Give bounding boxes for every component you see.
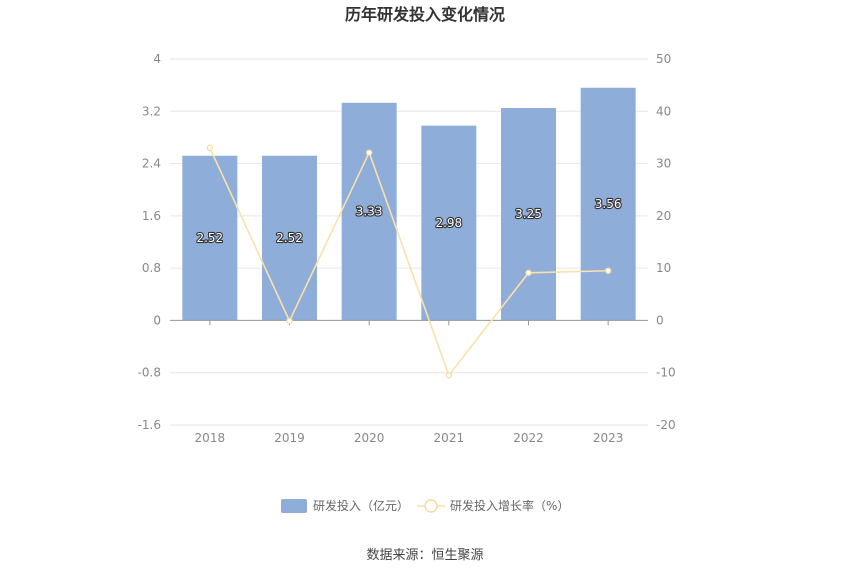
x-tick-label: 2020 [354,431,385,445]
bar[interactable] [580,87,636,321]
chart-title: 历年研发投入变化情况 [345,5,505,24]
y-right-tick-label: 0 [656,313,664,327]
line-point[interactable] [365,149,373,156]
y-left-tick-label: 0 [153,313,161,327]
y-left-tick-label: -1.6 [138,418,161,432]
y-right-tick-label: -20 [656,418,676,432]
line-point[interactable] [525,269,532,277]
y-right-tick-label: 40 [656,104,671,118]
bar[interactable] [182,155,238,321]
legend-line-label: 研发投入增长率（%） [450,498,569,513]
y-right-tick-label: 20 [656,209,671,223]
y-right-tick-label: 50 [656,52,671,66]
y-right-tick-label: -10 [656,366,676,380]
y-left-tick-label: -0.8 [138,366,161,380]
y-axis-left-ticks: -1.6 -0.8 0 0.8 1.6 2.4 3.2 4 [138,52,161,432]
bar[interactable] [421,125,477,321]
x-tick-label: 2018 [195,431,226,445]
y-right-tick-label: 10 [656,261,671,275]
bar-value-label: 2.52 [196,231,223,245]
bar-value-label: 2.98 [435,216,462,230]
bar-value-label: 3.33 [356,205,383,219]
y-left-tick-label: 2.4 [142,157,161,171]
legend: 研发投入（亿元） 研发投入增长率（%） [281,498,569,513]
bar-value-label: 3.25 [515,207,542,221]
y-axis-right-ticks: -20 -10 0 10 20 30 40 50 [656,52,676,432]
legend-bar-swatch [281,499,307,513]
bar[interactable] [262,155,317,321]
bar-series [182,87,636,321]
x-tick-label: 2021 [434,431,465,445]
bar-value-label: 2.52 [276,231,303,245]
line-point[interactable] [286,317,293,325]
x-tick-label: 2019 [274,431,305,445]
bar[interactable] [341,102,397,321]
bar[interactable] [501,108,556,321]
bar-data-labels: 2.52 2.52 3.33 2.98 3.25 3.56 [195,196,622,246]
x-tick-label: 2023 [593,431,624,445]
legend-bar-label: 研发投入（亿元） [313,498,409,513]
y-left-tick-label: 4 [153,52,161,66]
line-point[interactable] [445,372,453,379]
y-left-tick-label: 0.8 [142,261,161,275]
growth-line [209,147,609,377]
y-right-tick-label: 30 [656,157,671,171]
y-left-tick-label: 3.2 [142,104,161,118]
bar-value-label: 3.56 [595,197,622,211]
x-tick-label: 2022 [513,431,544,445]
y-left-tick-label: 1.6 [142,209,161,223]
line-series [206,144,612,379]
line-point[interactable] [604,267,612,274]
gridlines [170,58,648,426]
legend-item-line[interactable]: 研发投入增长率（%） [417,498,569,513]
legend-item-bar[interactable]: 研发投入（亿元） [281,498,409,513]
legend-line-marker [424,499,438,513]
x-axis-ticks: 2018 2019 2020 2021 2022 2023 [195,320,624,445]
line-point[interactable] [206,144,214,152]
source-note: 数据来源：恒生聚源 [366,548,483,563]
